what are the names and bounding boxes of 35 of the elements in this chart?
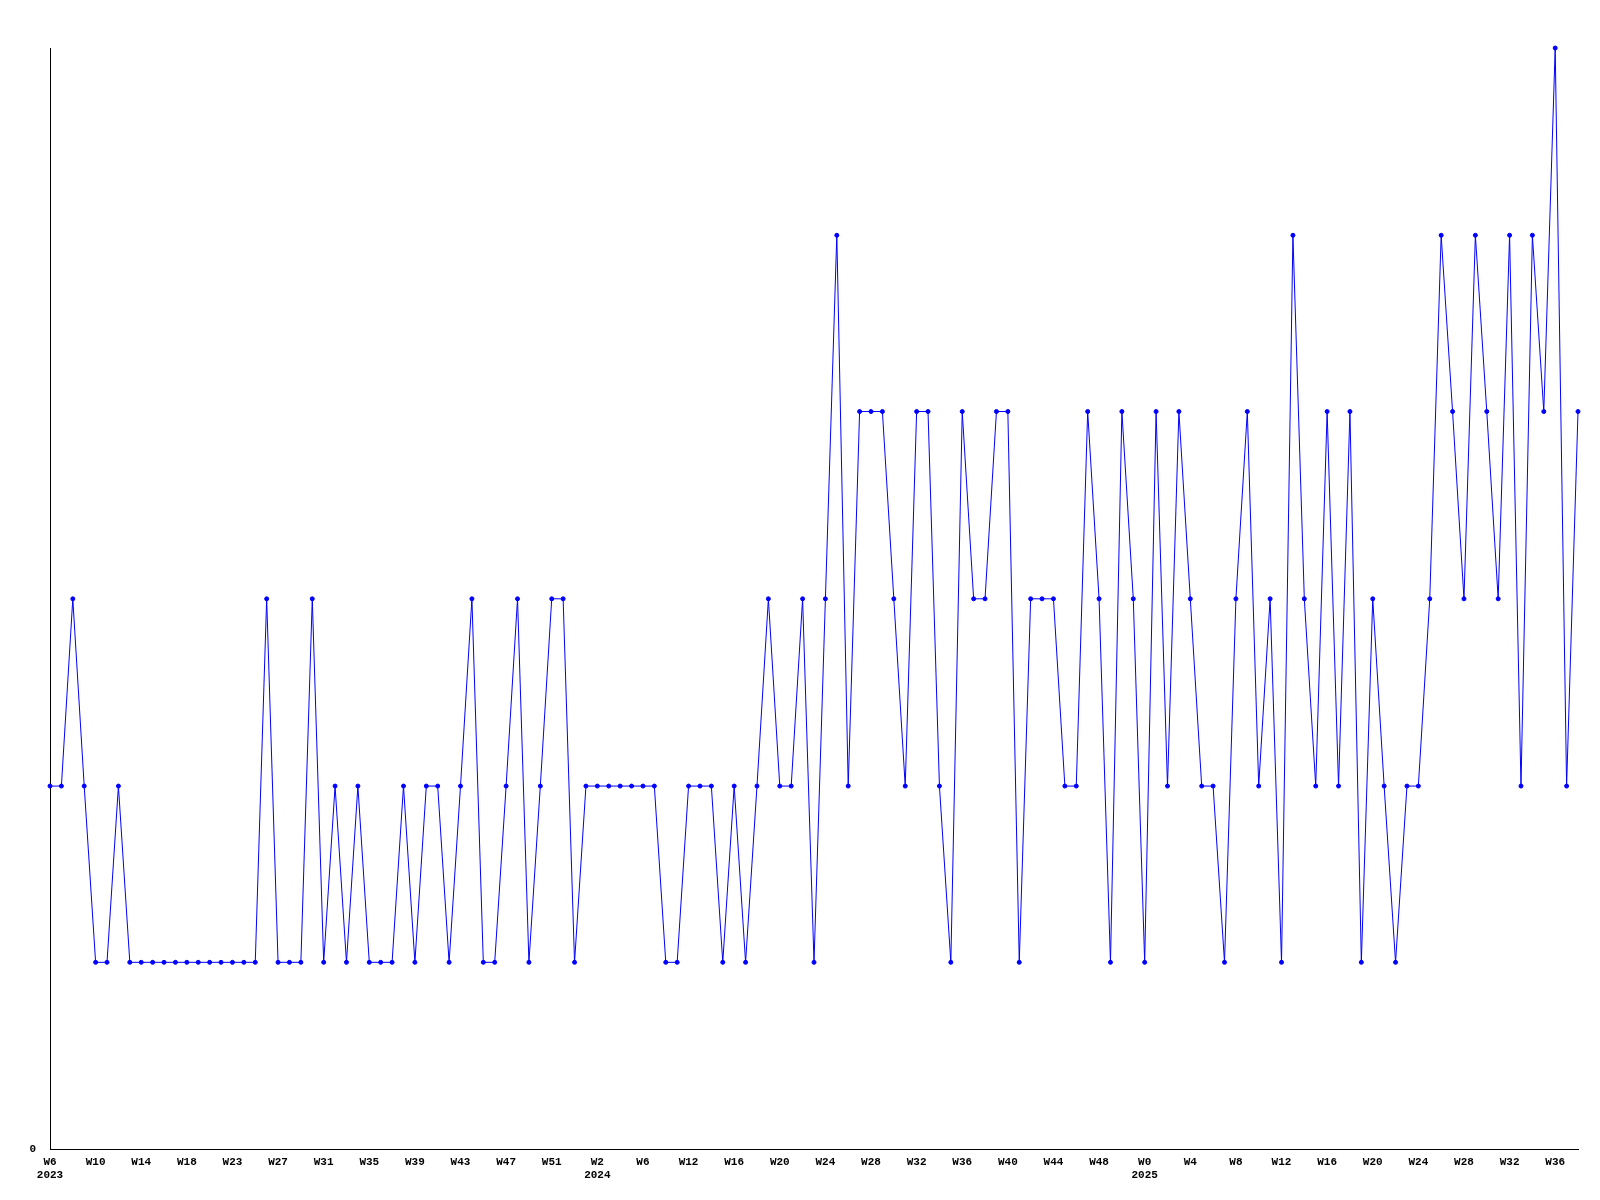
- x-tick-label: W0 2025: [1131, 1155, 1159, 1182]
- x-tick-label: W4: [1183, 1155, 1198, 1168]
- x-tick-label: W8: [1229, 1155, 1243, 1168]
- x-tick-label: W32: [906, 1155, 927, 1168]
- x-tick-label: W28: [1454, 1155, 1475, 1168]
- x-tick-label: W36: [952, 1155, 973, 1168]
- x-tick-label: W28: [861, 1155, 882, 1168]
- x-tick-label: W24: [1408, 1155, 1429, 1168]
- x-tick-label: W51: [541, 1155, 563, 1168]
- x-tick-label: W35: [359, 1155, 380, 1168]
- x-tick-label: W47: [496, 1155, 517, 1168]
- text: 0: [29, 1143, 36, 1156]
- x-tick-label: W20: [769, 1155, 790, 1168]
- x-tick-label: W16: [724, 1155, 745, 1168]
- x-tick-label: W44: [1043, 1155, 1064, 1168]
- x-tick-label: W24: [815, 1155, 836, 1168]
- x-tick-label: W36: [1545, 1155, 1566, 1168]
- x-tick-label: W16: [1317, 1155, 1338, 1168]
- x-tick-label: W2 2024: [584, 1155, 611, 1182]
- x-tick-label: W12: [678, 1155, 699, 1168]
- x-tick-label: W40: [997, 1155, 1018, 1168]
- x-tick-label: W10: [85, 1155, 106, 1168]
- x-tick-label: W20: [1362, 1155, 1383, 1168]
- x-tick-label: W18: [176, 1155, 198, 1168]
- x-tick-label: W32: [1499, 1155, 1520, 1168]
- x-tick-label: W6: [636, 1155, 650, 1168]
- x-tick-label: W39: [404, 1155, 425, 1168]
- x-tick-label: W12: [1271, 1155, 1292, 1168]
- x-tick-label: W27: [268, 1155, 288, 1168]
- x-tick-label: W43: [450, 1155, 471, 1168]
- x-tick-label: W48: [1089, 1155, 1110, 1168]
- x-tick-label: W6 2023: [36, 1155, 64, 1182]
- x-tick-label: W14: [131, 1155, 152, 1168]
- x-tick-label: W31: [313, 1155, 334, 1168]
- x-tick-label: W23: [222, 1155, 243, 1168]
